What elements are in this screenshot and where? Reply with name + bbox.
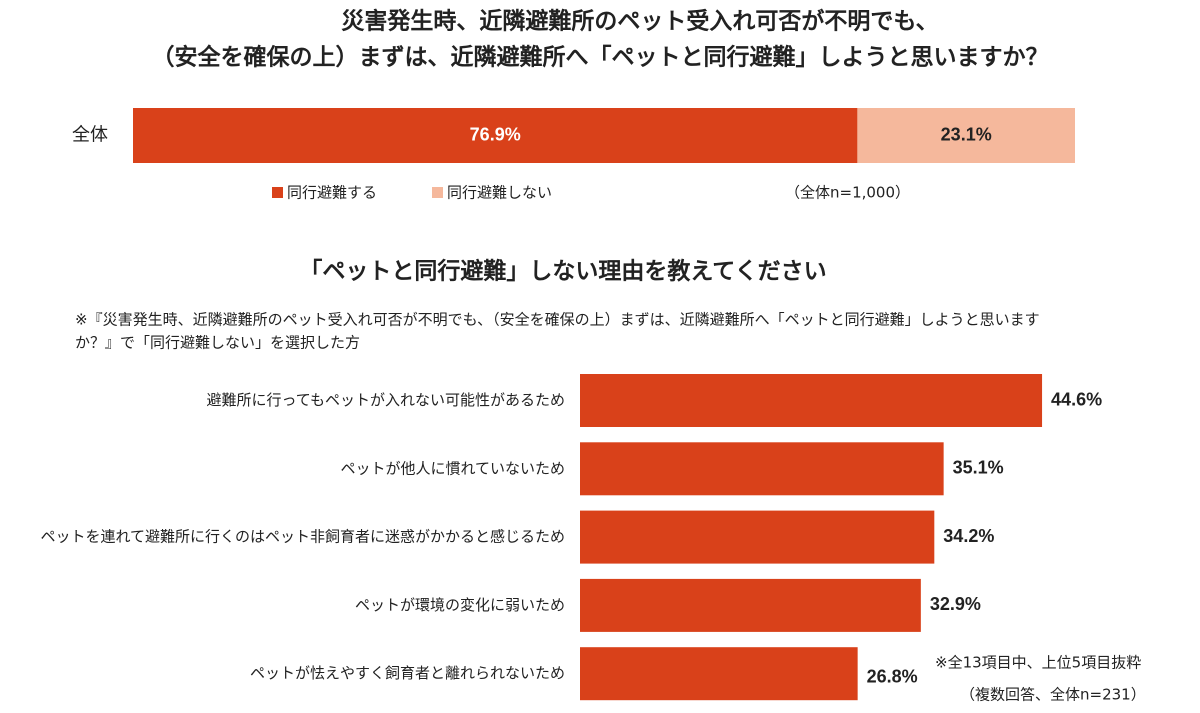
category-label: ペットが怯えやすく飼育者と離れられないため: [250, 664, 565, 682]
bar: [580, 647, 858, 701]
bar: [580, 510, 935, 564]
legend-label: 同行避難する: [287, 184, 377, 202]
note: ※全13項目中、上位5項目抜粋: [935, 654, 1141, 672]
note: （複数回答、全体n=231）: [960, 686, 1146, 704]
bar: [580, 374, 1043, 427]
subtitle: か？』で「同行避難しない」を選択した方: [75, 334, 360, 352]
bar: [580, 578, 921, 632]
category-label: ペットが他人に慣れていないため: [340, 459, 565, 477]
category-label: 避難所に行ってもペットが入れない可能性があるため: [206, 391, 565, 409]
value-label: 35.1%: [953, 458, 1004, 478]
value-label: 34.2%: [943, 526, 994, 546]
bar-segment: [857, 108, 1075, 163]
bar: [580, 442, 944, 496]
legend-label: 同行避難しない: [447, 184, 552, 202]
value-label: 76.9%: [470, 124, 521, 144]
chart-title: 「ペットと同行避難」しない理由を教えてください: [299, 258, 826, 285]
value-label: 23.1%: [941, 124, 992, 144]
chart-title: （安全を確保の上）まずは、近隣避難所へ「ペットと同行避難」しようと思いますか？: [152, 44, 1049, 71]
bar-segment: [133, 108, 858, 163]
value-label: 26.8%: [867, 666, 918, 686]
category-label: ペットを連れて避難所に行くのはペット非飼育者に迷惑がかかると感じるため: [40, 528, 565, 546]
legend-swatch: [432, 187, 443, 198]
value-label: 44.6%: [1051, 389, 1102, 409]
category-label: ペットが環境の変化に弱いため: [355, 596, 565, 614]
category-label: 全体: [72, 125, 108, 146]
subtitle: ※『災害発生時、近隣避難所のペット受入れ可否が不明でも、（安全を確保の上）まずは…: [75, 311, 1040, 329]
chart-title: 災害発生時、近隣避難所のペット受入れ可否が不明でも、: [341, 8, 938, 35]
value-label: 32.9%: [930, 594, 981, 614]
note: （全体n=1,000）: [785, 184, 910, 202]
legend-swatch: [272, 187, 283, 198]
